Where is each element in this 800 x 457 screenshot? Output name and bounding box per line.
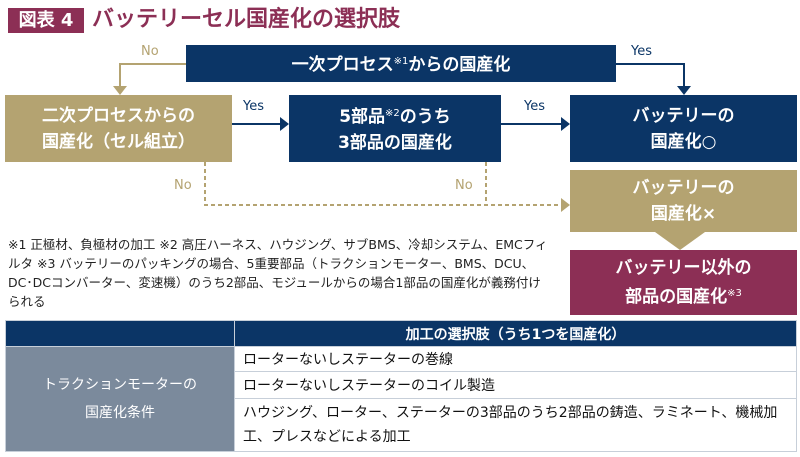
table-corner [5,320,235,347]
no-label: No [141,44,159,59]
primary-process-box: 一次プロセス※1からの国産化 [186,45,616,82]
row-header: トラクションモーターの 国産化条件 [5,346,235,452]
arrow-head [280,117,289,131]
figure-badge: 図表 4 [8,8,84,33]
conditions-table: 加工の選択肢（うち1つを国産化） トラクションモーターの 国産化条件 ローターないし… [5,320,797,452]
yes-label: Yes [631,44,652,59]
no-label: No [174,178,192,193]
table-row: ハウジング、ローター、ステーターの3部品のうち2部品の鋳造、ラミネート、機械加工… [234,398,797,452]
yes-label: Yes [243,99,264,114]
yes-connector-top [616,63,685,90]
table-row: ローターないしステーターのコイル製造 [234,371,797,399]
page-title: バッテリーセル国産化の選択肢 [92,7,401,32]
table-header: 加工の選択肢（うち1つを国産化） [234,320,797,347]
arrow-head [113,86,127,95]
parts-box: 5部品※2のうち 3部品の国産化 [289,95,501,162]
arrow-head [677,86,691,95]
battery-localized-box: バッテリーの 国産化○ [570,95,797,162]
other-parts-box: バッテリー以外の 部品の国産化※3 [570,250,797,315]
footnotes: ※1 正極材、負極材の加工 ※2 高圧ハーネス、ハウジング、サブBMS、冷却シス… [8,237,548,309]
down-triangle [655,232,705,250]
no-label: No [455,178,473,193]
arrow-head [561,198,570,212]
table-row: ローターないしステーターの巻線 [234,346,797,372]
no-connector-dashed [204,162,562,206]
no-connector-top [119,63,186,90]
secondary-process-box: 二次プロセスからの 国産化（セル組立） [5,95,232,162]
yes-label: Yes [524,99,545,114]
arrow-head [561,117,570,131]
flow-connectors [113,63,705,250]
battery-not-localized-box: バッテリーの 国産化× [570,170,797,232]
